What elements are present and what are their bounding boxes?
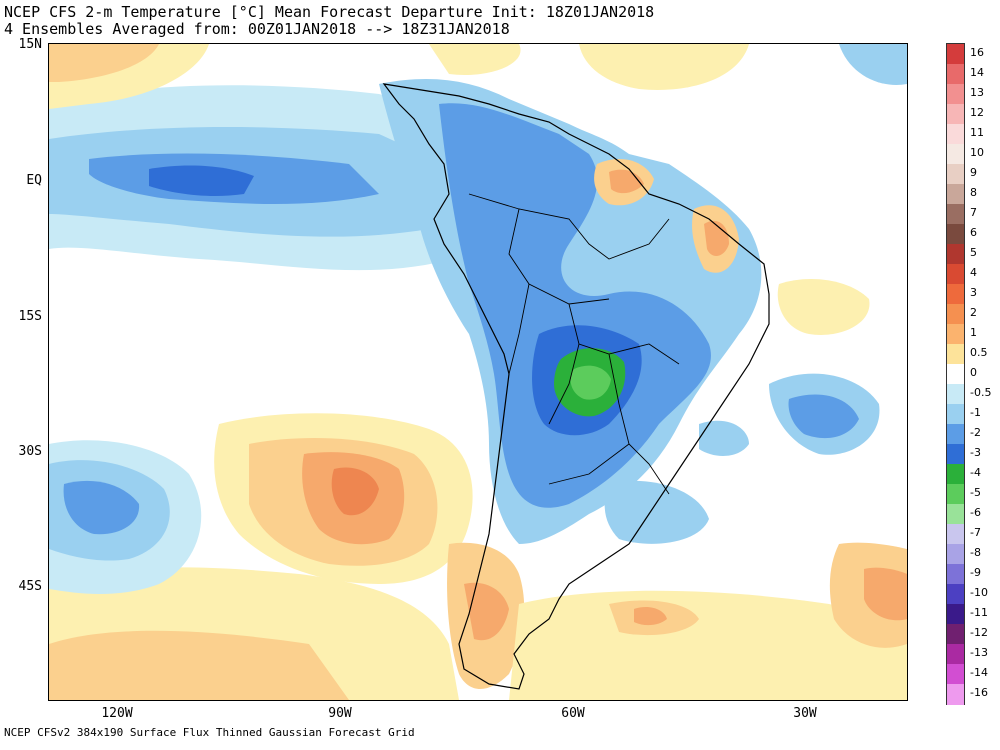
map-title-line-1: NCEP CFS 2-m Temperature [°C] Mean Forec… (4, 3, 655, 21)
colorbar-label: 0 (970, 366, 977, 379)
colorbar-swatch (947, 244, 964, 265)
colorbar-swatch (947, 624, 964, 645)
colorbar-label: 7 (970, 206, 977, 219)
colorbar-label: 16 (970, 46, 984, 59)
colorbar-label: -12 (970, 626, 988, 639)
colorbar-label: -16 (970, 686, 988, 699)
colorbar-swatch (947, 464, 964, 485)
lat-label-15n: 15N (18, 37, 42, 52)
colorbar-label: -3 (970, 446, 981, 459)
colorbar-label: 3 (970, 286, 977, 299)
colorbar-swatch (947, 284, 964, 305)
colorbar-label: 9 (970, 166, 977, 179)
colorbar-label: 4 (970, 266, 977, 279)
colorbar-swatch (947, 304, 964, 325)
colorbar-label: 11 (970, 126, 984, 139)
colorbar-swatch (947, 524, 964, 545)
lat-label-eq: EQ (26, 173, 42, 188)
lon-label-60w: 60W (561, 706, 585, 721)
colorbar-label: -14 (970, 666, 988, 679)
colorbar-swatch (947, 484, 964, 505)
colorbar-label: 1 (970, 326, 977, 339)
colorbar-swatch (947, 204, 964, 225)
colorbar-swatch (947, 364, 964, 385)
colorbar-swatch (947, 124, 964, 145)
colorbar-swatch (947, 604, 964, 625)
colorbar-swatch (947, 84, 964, 105)
lon-label-30w: 30W (793, 706, 817, 721)
colorbar-swatch (947, 264, 964, 285)
colorbar-swatch (947, 104, 964, 125)
map-title-line-2: 4 Ensembles Averaged from: 00Z01JAN2018 … (4, 20, 510, 38)
colorbar-swatch (947, 344, 964, 365)
lat-label-15s: 15S (18, 309, 42, 324)
colorbar-swatch (947, 424, 964, 445)
colorbar-swatch (947, 144, 964, 165)
colorbar-swatch (947, 384, 964, 405)
colorbar-swatch (947, 444, 964, 465)
colorbar-label: 14 (970, 66, 984, 79)
lon-label-120w: 120W (101, 706, 133, 721)
lat-label-30s: 30S (18, 444, 42, 459)
lon-label-90w: 90W (328, 706, 352, 721)
colorbar-swatch (947, 324, 964, 345)
colorbar-swatch (947, 184, 964, 205)
colorbar-swatch (947, 644, 964, 665)
colorbar-swatch (947, 164, 964, 185)
colorbar-swatch (947, 224, 964, 245)
colorbar-label: 0.5 (970, 346, 988, 359)
colorbar-swatch (947, 44, 964, 65)
colorbar-swatch (947, 504, 964, 525)
colorbar-swatch (947, 664, 964, 685)
colorbar-label: 10 (970, 146, 984, 159)
colorbar-label: -7 (970, 526, 981, 539)
continent-outline (382, 83, 770, 690)
colorbar-label: -0.5 (970, 386, 992, 399)
temperature-anomaly-map (48, 43, 908, 701)
colorbar-label: -13 (970, 646, 988, 659)
colorbar-swatch (947, 404, 964, 425)
colorbar-label: 8 (970, 186, 977, 199)
colorbar-label: 6 (970, 226, 977, 239)
colorbar-label: 12 (970, 106, 984, 119)
colorbar-label: -6 (970, 506, 981, 519)
colorbar-swatch (947, 584, 964, 605)
footer-grid-note: NCEP CFSv2 384x190 Surface Flux Thinned … (4, 726, 415, 739)
colorbar-label: -5 (970, 486, 981, 499)
colorbar-label: 2 (970, 306, 977, 319)
colorbar-swatch (947, 564, 964, 585)
colorbar-label: -8 (970, 546, 981, 559)
colorbar-label: 13 (970, 86, 984, 99)
colorbar-swatch (947, 684, 964, 705)
colorbar-swatch (947, 64, 964, 85)
colorbar-label: -4 (970, 466, 981, 479)
colorbar-label: -1 (970, 406, 981, 419)
colorbar-legend (946, 43, 965, 705)
colorbar-label: -9 (970, 566, 981, 579)
colorbar-label: -2 (970, 426, 981, 439)
colorbar-swatch (947, 544, 964, 565)
colorbar-label: -11 (970, 606, 988, 619)
colorbar-label: 5 (970, 246, 977, 259)
colorbar-label: -10 (970, 586, 988, 599)
lat-label-45s: 45S (18, 579, 42, 594)
